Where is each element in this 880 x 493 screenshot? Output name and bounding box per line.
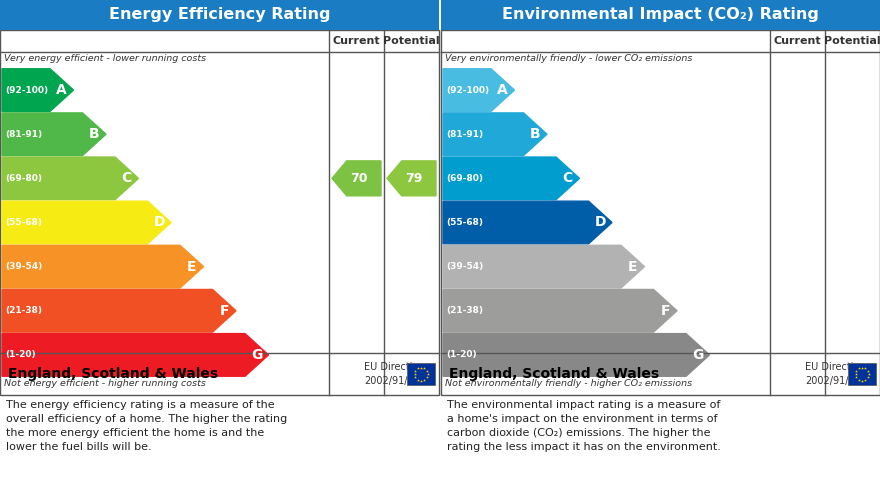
Text: (92-100): (92-100) (446, 86, 489, 95)
Polygon shape (2, 246, 203, 288)
Polygon shape (2, 334, 268, 376)
Polygon shape (443, 289, 677, 332)
Text: The energy efficiency rating is a measure of the
overall efficiency of a home. T: The energy efficiency rating is a measur… (6, 400, 287, 452)
Polygon shape (332, 161, 381, 196)
Text: Not environmentally friendly - higher CO₂ emissions: Not environmentally friendly - higher CO… (445, 379, 693, 388)
Text: A: A (56, 83, 67, 97)
Text: D: D (153, 215, 165, 230)
Polygon shape (443, 157, 580, 200)
Text: Very energy efficient - lower running costs: Very energy efficient - lower running co… (4, 54, 206, 63)
Text: (55-68): (55-68) (446, 218, 483, 227)
Text: EU Directive
2002/91/EC: EU Directive 2002/91/EC (364, 362, 424, 386)
Polygon shape (387, 161, 436, 196)
Text: C: C (121, 172, 132, 185)
Text: Environmental Impact (CO₂) Rating: Environmental Impact (CO₂) Rating (502, 7, 819, 23)
Text: (1-20): (1-20) (5, 351, 35, 359)
Text: England, Scotland & Wales: England, Scotland & Wales (449, 367, 659, 381)
Polygon shape (443, 246, 644, 288)
Polygon shape (2, 289, 236, 332)
Text: Not energy efficient - higher running costs: Not energy efficient - higher running co… (4, 379, 206, 388)
Text: F: F (219, 304, 229, 318)
Text: G: G (692, 348, 703, 362)
Polygon shape (443, 69, 515, 111)
Text: Energy Efficiency Rating: Energy Efficiency Rating (109, 7, 330, 23)
Text: (69-80): (69-80) (446, 174, 483, 183)
Polygon shape (443, 201, 612, 244)
Text: (81-91): (81-91) (5, 130, 42, 139)
Text: (81-91): (81-91) (446, 130, 483, 139)
Text: A: A (497, 83, 508, 97)
Polygon shape (443, 113, 547, 155)
Polygon shape (2, 157, 138, 200)
Bar (441, 30, 880, 395)
Text: Very environmentally friendly - lower CO₂ emissions: Very environmentally friendly - lower CO… (445, 54, 693, 63)
Text: (69-80): (69-80) (5, 174, 42, 183)
Polygon shape (2, 113, 106, 155)
Text: 70: 70 (350, 172, 368, 185)
Text: Current: Current (774, 36, 821, 46)
Bar (0, 0, 439, 30)
Text: D: D (595, 215, 606, 230)
Text: (92-100): (92-100) (5, 86, 48, 95)
Text: (55-68): (55-68) (5, 218, 42, 227)
Text: E: E (187, 260, 196, 274)
Text: (39-54): (39-54) (446, 262, 483, 271)
Text: B: B (89, 127, 99, 141)
Bar (407, 363, 435, 385)
Text: EU Directive
2002/91/EC: EU Directive 2002/91/EC (805, 362, 865, 386)
Bar (441, 0, 880, 30)
Text: 79: 79 (405, 172, 422, 185)
Polygon shape (2, 201, 171, 244)
Polygon shape (443, 334, 709, 376)
Text: (21-38): (21-38) (446, 306, 483, 316)
Text: The environmental impact rating is a measure of
a home's impact on the environme: The environmental impact rating is a mea… (447, 400, 721, 452)
Polygon shape (2, 69, 74, 111)
Text: G: G (251, 348, 262, 362)
Text: Current: Current (333, 36, 380, 46)
Text: Potential: Potential (825, 36, 880, 46)
Text: England, Scotland & Wales: England, Scotland & Wales (8, 367, 218, 381)
Bar (0, 30, 439, 395)
Text: (1-20): (1-20) (446, 351, 477, 359)
Text: E: E (628, 260, 637, 274)
Bar (848, 363, 876, 385)
Text: (21-38): (21-38) (5, 306, 42, 316)
Text: C: C (562, 172, 573, 185)
Text: Potential: Potential (383, 36, 440, 46)
Text: F: F (661, 304, 670, 318)
Text: (39-54): (39-54) (5, 262, 42, 271)
Text: B: B (530, 127, 540, 141)
